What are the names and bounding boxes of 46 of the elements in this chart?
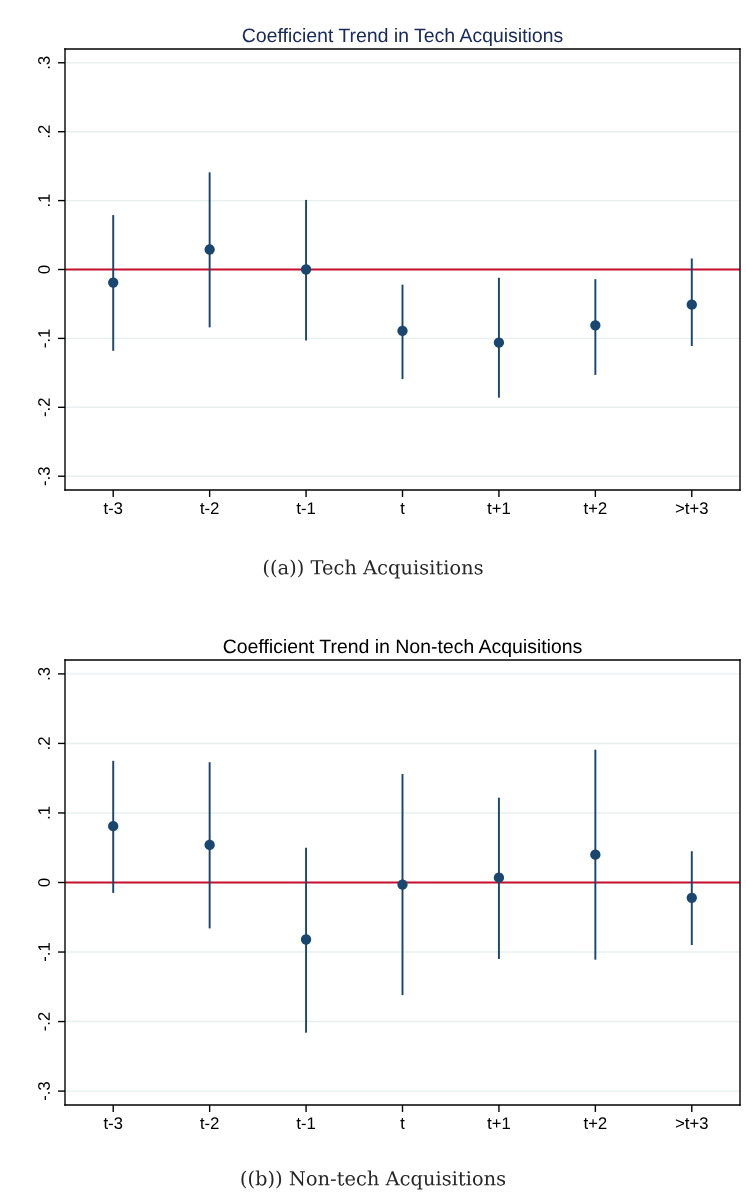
point bbox=[108, 821, 119, 832]
y-tick-label: -.1 bbox=[38, 943, 50, 962]
y-tick-label: -.3 bbox=[38, 1082, 50, 1101]
point bbox=[204, 244, 215, 255]
x-tick-label: t-2 bbox=[200, 1117, 219, 1130]
x-tick-label: t-3 bbox=[103, 502, 123, 515]
point bbox=[397, 325, 408, 336]
x-tick-label: >t+3 bbox=[675, 502, 708, 515]
text: ((a)) Tech Acquisitions bbox=[263, 559, 483, 579]
chart-title: Coefficient Trend in Non-tech Acquisitions bbox=[223, 638, 582, 658]
y-tick-label: .2 bbox=[38, 737, 50, 749]
x-tick-label: t+1 bbox=[487, 502, 510, 515]
point bbox=[108, 277, 119, 288]
x-tick-label: t-2 bbox=[200, 502, 219, 515]
y-tick-label: -.2 bbox=[38, 398, 50, 417]
x-tick-label: t+1 bbox=[487, 1117, 510, 1130]
y-tick-label: -.3 bbox=[38, 467, 50, 486]
x-tick-label: t-1 bbox=[296, 1117, 315, 1130]
text: ((b)) Non-tech Acquisitions bbox=[241, 1170, 506, 1190]
point bbox=[686, 299, 697, 310]
point bbox=[493, 872, 505, 883]
x-tick-label: t bbox=[400, 1118, 405, 1130]
y-tick-label: .2 bbox=[38, 125, 50, 138]
point bbox=[493, 337, 505, 348]
y-tick-label: -.2 bbox=[38, 1012, 50, 1031]
x-tick-label: t-1 bbox=[296, 502, 315, 515]
chart-title: Coefficient Trend in Tech Acquisitions bbox=[242, 27, 563, 47]
point bbox=[300, 264, 312, 275]
point bbox=[204, 839, 215, 851]
point bbox=[590, 320, 601, 331]
y-tick-label: .1 bbox=[38, 194, 50, 207]
point bbox=[590, 849, 601, 860]
point bbox=[397, 879, 408, 890]
y-tick-label: 0 bbox=[38, 878, 50, 887]
x-tick-label: t+2 bbox=[583, 1117, 607, 1130]
y-tick-label: .1 bbox=[38, 806, 50, 819]
x-tick-label: >t+3 bbox=[675, 1117, 708, 1130]
y-tick-label: -.1 bbox=[38, 329, 50, 348]
y-tick-label: 0 bbox=[38, 265, 50, 274]
y-tick-label: .3 bbox=[38, 667, 50, 680]
point bbox=[686, 892, 697, 903]
x-tick-label: t+2 bbox=[583, 502, 607, 515]
point bbox=[300, 934, 312, 945]
x-tick-label: t bbox=[400, 503, 405, 515]
y-tick-label: .3 bbox=[38, 56, 50, 69]
x-tick-label: t-3 bbox=[103, 1117, 123, 1130]
